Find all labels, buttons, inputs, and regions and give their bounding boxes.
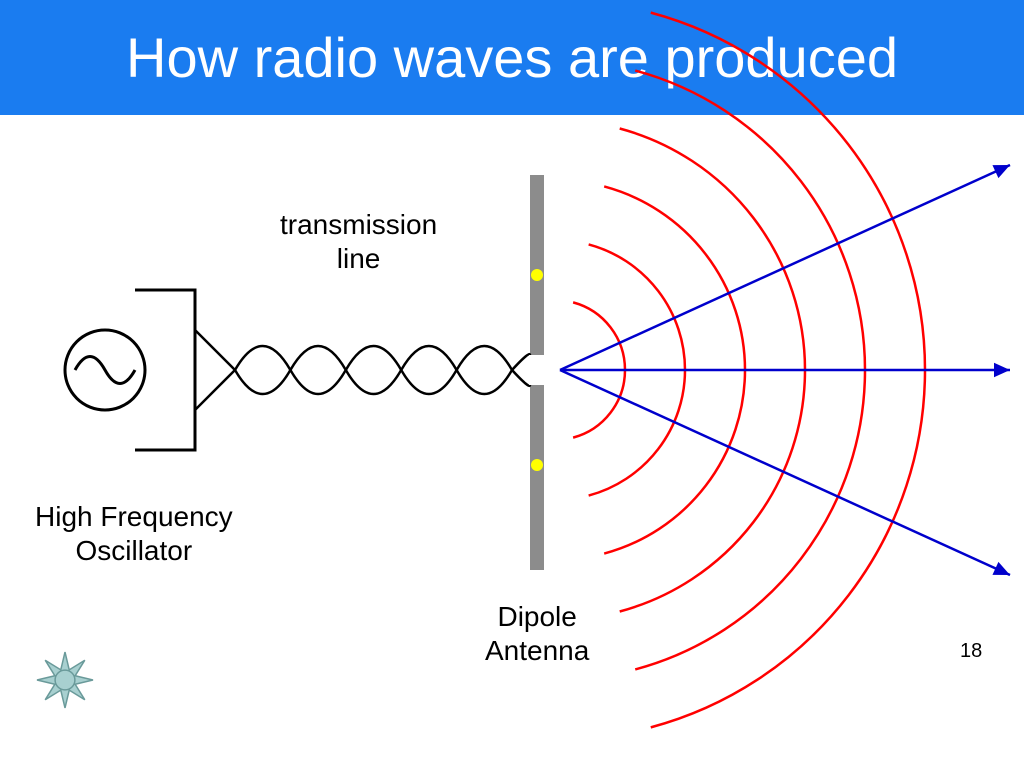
propagation-arrows [560, 165, 1010, 575]
oscillator-symbol [65, 290, 235, 450]
transmission-line [235, 346, 530, 394]
star-icon [37, 652, 93, 708]
dipole-antenna [530, 175, 544, 570]
radio-wave-diagram [0, 0, 1024, 768]
